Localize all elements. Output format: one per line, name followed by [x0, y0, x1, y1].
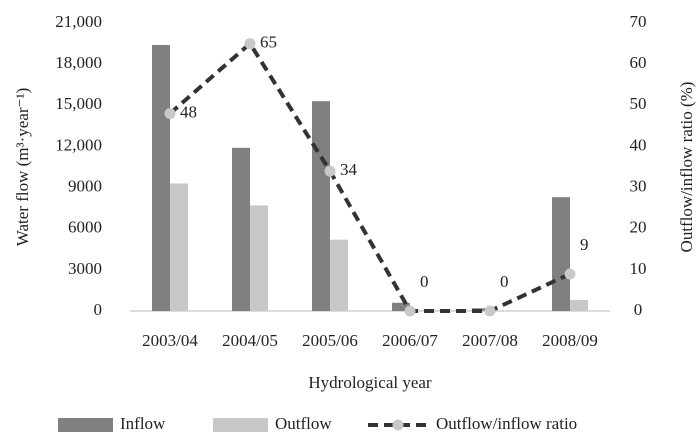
y-tick-label: 9000 — [68, 176, 102, 195]
y2-tick-label: 30 — [630, 176, 647, 195]
x-tick-label: 2006/07 — [382, 331, 438, 350]
bar — [250, 205, 268, 311]
x-axis-title: Hydrological year — [308, 373, 432, 392]
x-tick-label: 2008/09 — [542, 331, 598, 350]
ratio-marker — [484, 305, 496, 317]
x-tick-label: 2003/04 — [142, 331, 198, 350]
y-tick-label: 21,000 — [55, 12, 102, 31]
x-tick-label: 2004/05 — [222, 331, 278, 350]
bar — [330, 239, 348, 311]
y-tick-label: 0 — [94, 300, 103, 319]
y-tick-label: 6000 — [68, 218, 102, 237]
y2-tick-label: 70 — [630, 12, 647, 31]
x-tick-label: 2005/06 — [302, 331, 358, 350]
data-label: 65 — [260, 32, 277, 51]
bar — [392, 302, 410, 311]
bar — [170, 183, 188, 311]
bar — [152, 44, 170, 311]
legend-swatch — [213, 418, 268, 432]
legend-swatch — [392, 419, 404, 431]
legend-label: Outflow — [275, 414, 332, 433]
ratio-marker — [324, 165, 336, 177]
bar — [232, 147, 250, 311]
data-label: 34 — [340, 160, 358, 179]
data-label: 48 — [180, 102, 197, 121]
ratio-line — [168, 40, 571, 313]
legend-label: Outflow/inflow ratio — [436, 414, 577, 433]
ratio-marker — [404, 305, 416, 317]
y2-axis-title: Outflow/inflow ratio (%) — [677, 82, 696, 253]
y-axis-title: Water flow (m³·year⁻¹) — [13, 88, 32, 246]
bar — [570, 300, 588, 311]
y2-tick-label: 0 — [634, 300, 643, 319]
bar — [552, 197, 570, 311]
y2-tick-label: 20 — [630, 218, 647, 237]
y2-tick-label: 40 — [630, 135, 647, 154]
data-label: 0 — [420, 272, 429, 291]
y2-tick-label: 10 — [630, 259, 647, 278]
y2-tick-label: 60 — [630, 53, 647, 72]
ratio-marker — [164, 108, 176, 120]
y-tick-label: 15,000 — [55, 94, 102, 113]
y-tick-label: 12,000 — [55, 135, 102, 154]
data-label: 9 — [580, 235, 589, 254]
y-tick-label: 18,000 — [55, 53, 102, 72]
legend-label: Inflow — [120, 414, 166, 433]
y2-tick-label: 50 — [630, 94, 647, 113]
bar — [312, 101, 330, 312]
y-tick-label: 3000 — [68, 259, 102, 278]
x-tick-label: 2007/08 — [462, 331, 518, 350]
data-label: 0 — [500, 272, 509, 291]
legend-swatch — [58, 418, 113, 432]
ratio-marker — [244, 38, 256, 50]
ratio-marker — [564, 268, 576, 280]
